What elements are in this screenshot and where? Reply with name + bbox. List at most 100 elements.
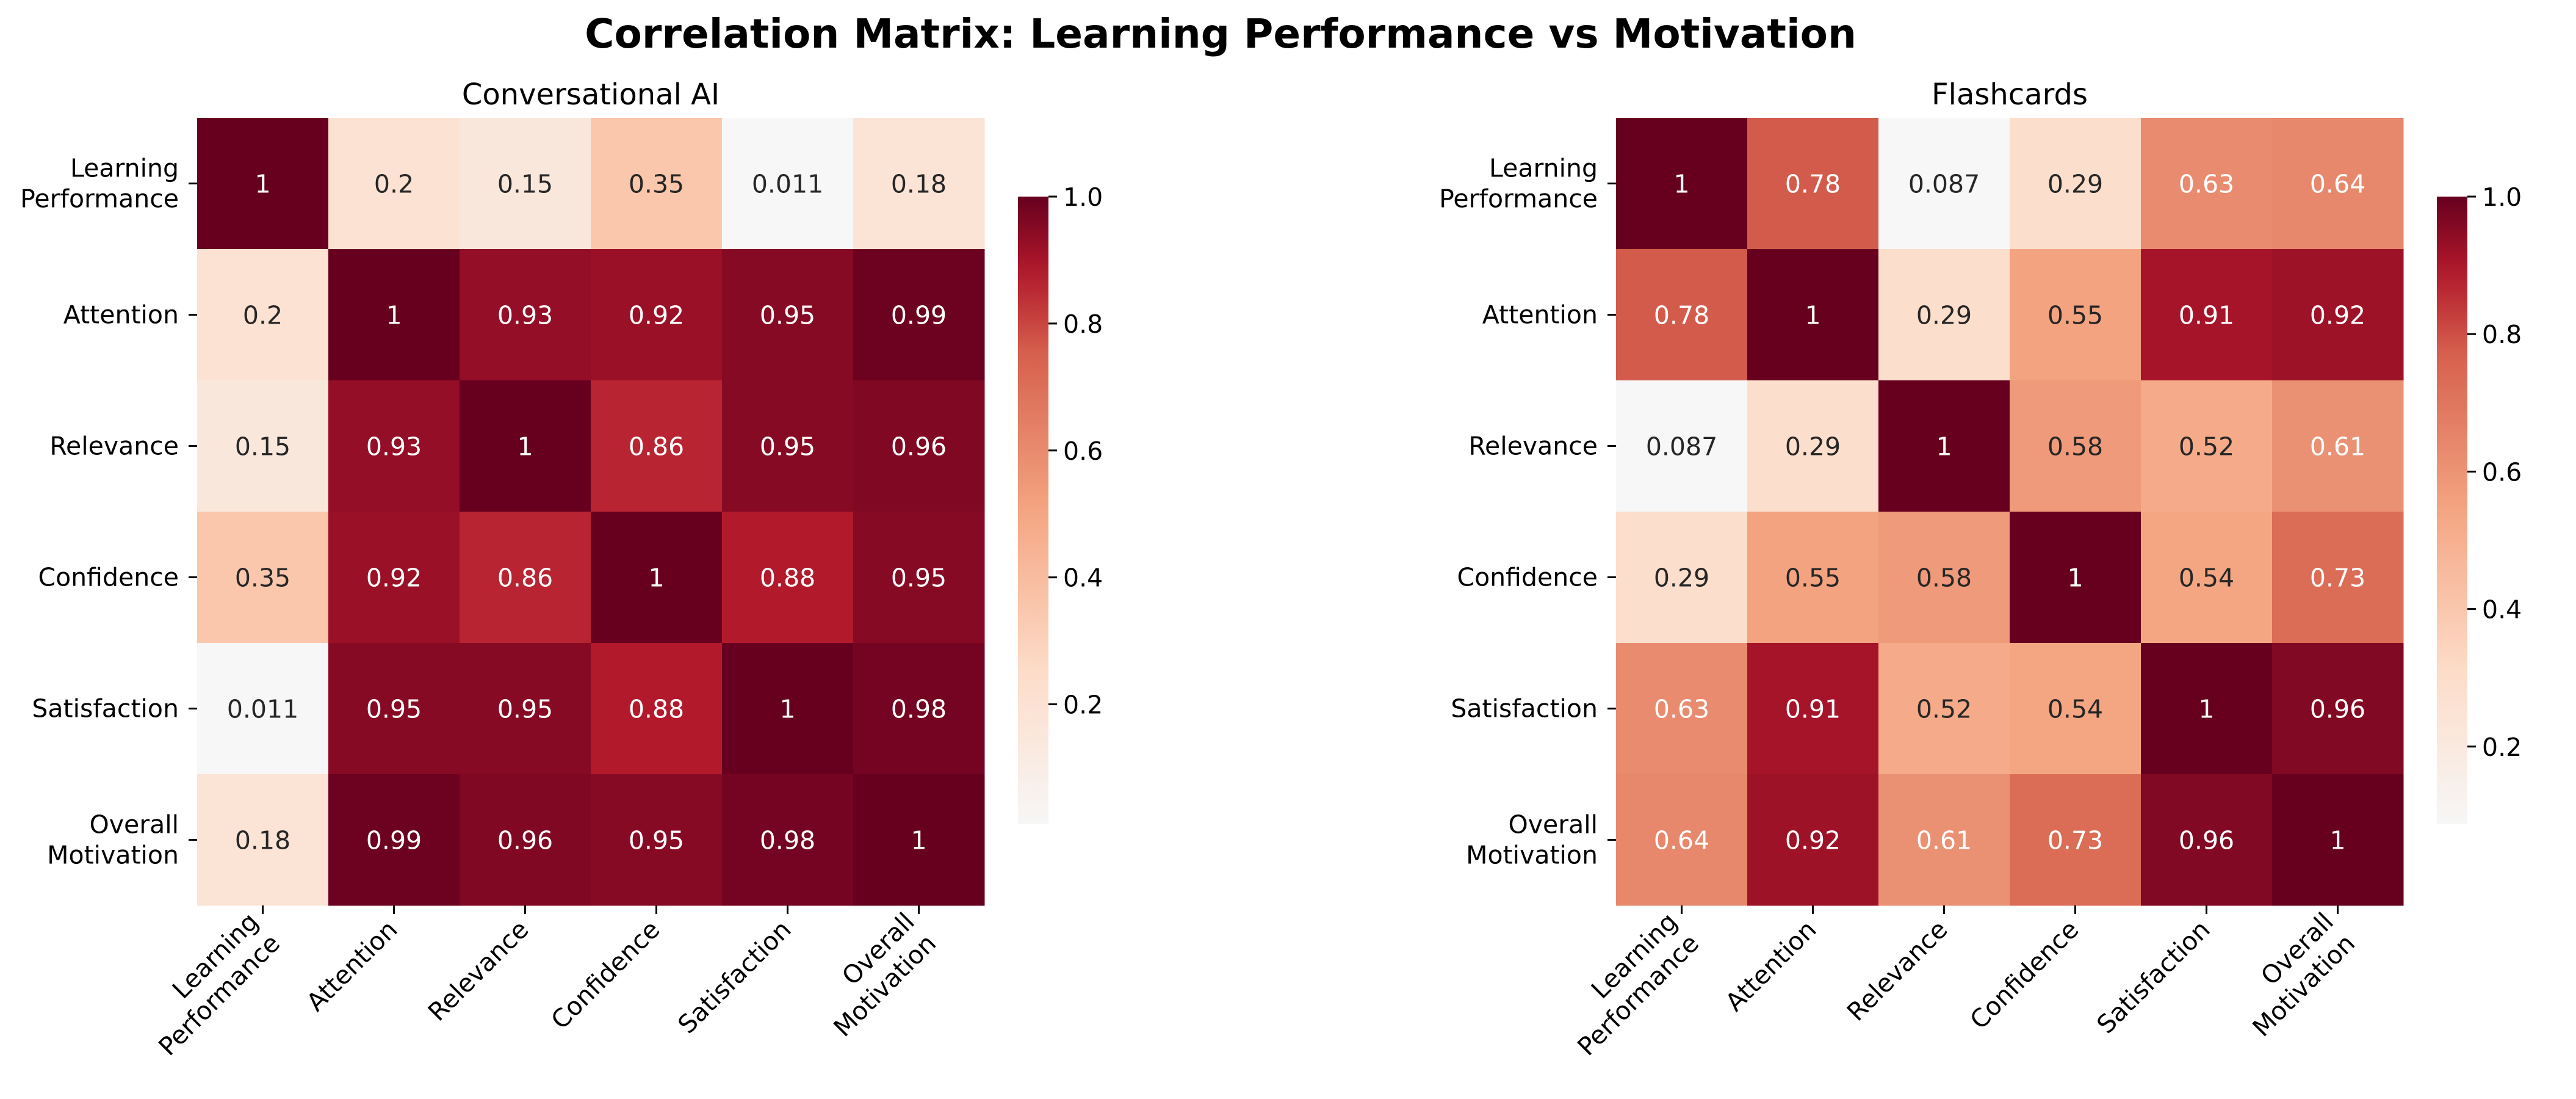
- heatmap-cell: [1616, 380, 1748, 512]
- cell-value-label: 0.95: [629, 826, 684, 855]
- cell-value-label: 0.2: [374, 170, 414, 199]
- cell-value-label: 0.63: [2179, 170, 2234, 199]
- cell-value-label: 1: [2067, 564, 2083, 593]
- y-tick-label: Learning Performance: [20, 154, 179, 214]
- y-tick-label: Confidence: [38, 563, 179, 592]
- cell-value-label: 0.54: [2179, 564, 2234, 593]
- cell-value-label: 0.29: [2047, 170, 2103, 199]
- y-tick-label: Attention: [1482, 300, 1598, 330]
- x-tick-label: Confidence: [1964, 915, 2085, 1035]
- cell-value-label: 0.99: [891, 301, 947, 330]
- cell-value-label: 1: [1805, 301, 1820, 330]
- heatmap-cell: [2141, 380, 2273, 512]
- heatmap-cell: [853, 118, 985, 250]
- heatmap-cell: [2010, 643, 2141, 775]
- heatmap-cell: [460, 774, 591, 906]
- heatmap-cell: [197, 643, 329, 775]
- cell-value-label: 1: [2329, 826, 2345, 855]
- x-tick-label: OverallMotivation: [2225, 907, 2361, 1042]
- heatmap-cell: [853, 249, 985, 381]
- cell-value-label: 0.92: [1785, 826, 1841, 855]
- cell-value-label: 0.18: [235, 826, 290, 855]
- x-tick-label: Satisfaction: [672, 915, 796, 1039]
- heatmap-cell: [328, 512, 460, 644]
- cell-value-label: 0.52: [2179, 432, 2234, 462]
- cell-value-label: 0.29: [1916, 301, 1972, 330]
- cell-value-label: 0.73: [2047, 826, 2103, 855]
- colorbar-tick-label: 1.0: [1063, 183, 1103, 212]
- y-tick-label: Overall Motivation: [47, 810, 179, 870]
- heatmap-cell: [1747, 249, 1879, 381]
- heatmap-cell: [1878, 774, 2010, 906]
- cell-value-label: 0.96: [2179, 826, 2234, 855]
- y-tick-label: Confidence: [1457, 563, 1598, 592]
- cell-value-label: 0.64: [2310, 170, 2365, 199]
- colorbar-tick-label: 0.6: [2482, 457, 2522, 487]
- heatmap-cell: [1878, 249, 2010, 381]
- heatmap-cell: [722, 118, 854, 250]
- heatmap-cell: [2272, 774, 2404, 906]
- x-tick-label: LearningPerformance: [1550, 907, 1705, 1061]
- cell-value-label: 0.95: [497, 695, 553, 724]
- heatmap-cell: [328, 774, 460, 906]
- colorbar-tick-label: 0.8: [2482, 320, 2522, 349]
- colorbar: [2437, 197, 2467, 824]
- panel-title: Conversational AI: [462, 78, 720, 112]
- y-tick-label: Satisfaction: [32, 694, 179, 724]
- heatmap-cell: [197, 249, 329, 381]
- cell-value-label: 0.96: [891, 432, 947, 462]
- x-tick-label: Satisfaction: [2091, 915, 2215, 1039]
- cell-value-label: 0.88: [760, 564, 815, 593]
- cell-value-label: 0.78: [1654, 301, 1709, 330]
- cell-value-label: 0.15: [235, 432, 290, 462]
- cell-value-label: 0.18: [891, 170, 947, 199]
- heatmap-cell: [460, 118, 591, 250]
- colorbar-tick-label: 0.4: [1063, 564, 1103, 593]
- cell-value-label: 0.92: [629, 301, 684, 330]
- heatmap-cell: [853, 643, 985, 775]
- cell-value-label: 0.2: [243, 301, 283, 330]
- cell-value-label: 0.92: [366, 564, 422, 593]
- heatmap-cell: [1878, 643, 2010, 775]
- cell-value-label: 0.58: [1916, 564, 1972, 593]
- cell-value-label: 0.64: [1654, 826, 1709, 855]
- cell-value-label: 0.15: [497, 170, 553, 199]
- heatmap-panel-1: Flashcards 1 0.78 0.087 0.29 0.63 0.64 0.78 1 0.2…: [1439, 78, 2522, 1061]
- heatmap-cell: [1616, 249, 1748, 381]
- cell-value-label: 1: [779, 695, 795, 724]
- panel-title: Flashcards: [1932, 78, 2088, 112]
- heatmap-cell: [197, 118, 329, 250]
- heatmap-cell: [197, 380, 329, 512]
- figure-title: Correlation Matrix: Learning Performance…: [585, 10, 1856, 57]
- heatmap-cell: [2141, 643, 2273, 775]
- heatmap-cell: [2272, 118, 2404, 250]
- cell-value-label: 1: [648, 564, 664, 593]
- heatmap-cell: [722, 512, 854, 644]
- x-tick-label: Confidence: [546, 915, 666, 1035]
- y-tick-label: Attention: [63, 300, 179, 330]
- colorbar-tick-label: 0.2: [2482, 733, 2522, 762]
- heatmap-cell: [2010, 249, 2141, 381]
- heatmap-cell: [591, 512, 723, 644]
- heatmap-cell: [328, 380, 460, 512]
- heatmap-cell: [591, 643, 723, 775]
- cell-value-label: 0.91: [1785, 695, 1841, 724]
- cell-value-label: 1: [1673, 170, 1689, 199]
- heatmap-cell: [591, 774, 723, 906]
- heatmap-cell: [2010, 118, 2141, 250]
- heatmap-cell: [1747, 512, 1879, 644]
- heatmap-cell: [460, 512, 591, 644]
- heatmap-cell: [328, 643, 460, 775]
- heatmap-cell: [1878, 512, 2010, 644]
- heatmap-cell: [1616, 512, 1748, 644]
- heatmap-cell: [853, 774, 985, 906]
- x-tick-label: OverallMotivation: [806, 907, 942, 1042]
- colorbar-tick-label: 0.2: [1063, 691, 1103, 720]
- heatmap-cell: [2141, 118, 2273, 250]
- cell-value-label: 0.011: [227, 695, 298, 724]
- heatmap-cell: [591, 249, 723, 381]
- heatmap-cell: [2272, 249, 2404, 381]
- cell-value-label: 0.61: [1916, 826, 1972, 855]
- cell-value-label: 0.29: [1785, 432, 1841, 462]
- heatmap-cell: [722, 249, 854, 381]
